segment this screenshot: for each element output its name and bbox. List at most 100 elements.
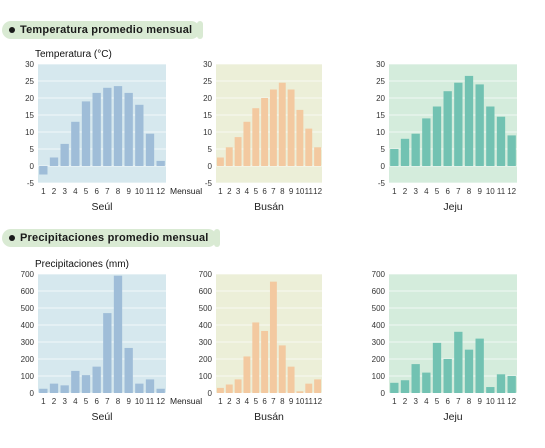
busan-precipitation-ytick-label: 600 xyxy=(199,287,213,296)
seoul-temperature-bar xyxy=(49,157,59,166)
jeju-temperature-bar xyxy=(507,135,516,166)
jeju-precipitation-ytick-label: 100 xyxy=(372,372,386,381)
jeju-temperature-bar xyxy=(475,84,484,166)
busan-precipitation-xtick-label: 4 xyxy=(245,397,250,406)
busan-temperature-bar xyxy=(314,147,322,166)
jeju-precipitation-bar xyxy=(432,342,442,393)
busan-temperature-bar xyxy=(296,109,304,166)
seoul-precipitation-xtick-label: 12 xyxy=(156,397,165,406)
busan-temperature-xtick-label: 3 xyxy=(236,187,241,196)
busan-precipitation-ytick-label: 700 xyxy=(199,270,213,279)
busan-precipitation-bar xyxy=(278,345,286,393)
seoul-precipitation-xtick-label: 4 xyxy=(73,397,78,406)
jeju-precipitation-xtick-label: 11 xyxy=(497,397,506,406)
busan-temperature-plot-area xyxy=(216,64,322,183)
jeju-precipitation-city-label: Jeju xyxy=(443,411,462,423)
seoul-precipitation-bar xyxy=(113,275,123,393)
seoul-temperature-bar xyxy=(156,160,165,166)
temperature-section-label: Temperatura promedio mensual xyxy=(20,24,193,36)
temperature-axis-title: Temperatura (°C) xyxy=(35,49,112,60)
jeju-precipitation-bar xyxy=(443,359,452,393)
jeju-temperature-bar xyxy=(486,106,495,166)
busan-temperature-ytick-label: -5 xyxy=(205,179,213,188)
seoul-temperature-xtick-label: 9 xyxy=(126,187,131,196)
jeju-precipitation-bar xyxy=(464,349,474,393)
busan-precipitation-xtick-label: 2 xyxy=(227,397,232,406)
busan-precipitation-xtick-label: 12 xyxy=(313,397,322,406)
busan-precipitation-plot-area xyxy=(216,274,322,393)
busan-temperature-bar xyxy=(287,89,295,166)
jeju-precipitation-bar xyxy=(507,376,516,393)
seoul-precipitation-ytick-label: 0 xyxy=(30,389,35,398)
jeju-precipitation-xtick-label: 12 xyxy=(507,397,516,406)
seoul-temperature-xtick-label: 2 xyxy=(52,187,57,196)
temperature-section-title: Temperatura promedio mensual xyxy=(2,21,204,39)
seoul-precipitation-ytick-label: 700 xyxy=(21,270,35,279)
jeju-precipitation-bar xyxy=(411,364,420,393)
busan-temperature-ytick-label: 5 xyxy=(208,145,213,154)
seoul-precipitation-xtick-label: 8 xyxy=(116,397,121,406)
seoul-precipitation-xtick-label: 10 xyxy=(135,397,144,406)
jeju-temperature-city-label: Jeju xyxy=(443,201,462,213)
seoul-precipitation-bar xyxy=(124,347,133,393)
busan-precipitation-bar xyxy=(225,384,233,393)
seoul-temperature-bar xyxy=(92,92,101,166)
jeju-temperature-ytick-label: -5 xyxy=(378,179,386,188)
busan-precipitation-xtick-label: 3 xyxy=(236,397,241,406)
busan-precipitation-ytick-label: 200 xyxy=(199,355,213,364)
busan-precipitation-xtick-label: 9 xyxy=(289,397,294,406)
seoul-temperature-xtick-label: 1 xyxy=(41,187,46,196)
bullet-icon xyxy=(9,235,15,241)
bullet-icon xyxy=(9,27,15,33)
seoul-precipitation-xtick-label: 5 xyxy=(84,397,89,406)
busan-temperature-bar xyxy=(243,121,251,166)
seoul-precipitation-plot-area xyxy=(38,274,166,393)
seoul-temperature-ytick-label: 15 xyxy=(25,111,34,120)
jeju-temperature-bar xyxy=(496,116,506,166)
seoul-temperature-ytick-label: 20 xyxy=(25,94,34,103)
jeju-precipitation-bar xyxy=(422,372,431,393)
seoul-temperature-bar xyxy=(39,166,48,175)
busan-precipitation-xtick-label: 8 xyxy=(280,397,285,406)
seoul-temperature-xtick-label: 8 xyxy=(116,187,121,196)
seoul-precipitation-bar xyxy=(135,383,144,393)
seoul-temperature-bar xyxy=(135,104,144,166)
busan-temperature-xtick-label: 9 xyxy=(289,187,294,196)
jeju-temperature-xtick-label: 4 xyxy=(424,187,429,196)
busan-temperature-bar xyxy=(252,108,260,166)
busan-precipitation-ytick-label: 100 xyxy=(199,372,213,381)
busan-temperature-xtick-label: 12 xyxy=(313,187,322,196)
busan-precipitation-bar xyxy=(216,387,224,393)
jeju-temperature-bar xyxy=(443,91,452,166)
busan-temperature-xtick-label: 7 xyxy=(271,187,276,196)
busan-temperature-xtick-label: 6 xyxy=(262,187,267,196)
busan-temperature-bar xyxy=(269,89,277,166)
seoul-temperature-xtick-label: 10 xyxy=(135,187,144,196)
jeju-precipitation-xtick-label: 10 xyxy=(486,397,495,406)
busan-precipitation-bar xyxy=(287,366,295,393)
jeju-temperature-xtick-label: 5 xyxy=(435,187,440,196)
precipitation-axis-title: Precipitaciones (mm) xyxy=(35,259,129,270)
jeju-temperature-xtick-label: 1 xyxy=(392,187,397,196)
seoul-temperature-ytick-label: 0 xyxy=(30,162,35,171)
busan-precipitation-ytick-label: 400 xyxy=(199,321,213,330)
jeju-temperature-plot-area xyxy=(389,64,517,183)
busan-precipitation-xtick-label: 7 xyxy=(271,397,276,406)
busan-precipitation-xtick-label: 1 xyxy=(218,397,223,406)
seoul-temperature-bar xyxy=(124,92,133,166)
busan-precipitation-bar xyxy=(234,379,242,393)
seoul-temperature-city-label: Seúl xyxy=(91,201,112,213)
busan-precipitation-ytick-label: 300 xyxy=(199,338,213,347)
jeju-precipitation-bar xyxy=(390,382,399,393)
jeju-temperature-ytick-label: 30 xyxy=(376,60,385,69)
seoul-temperature-ytick-label: 25 xyxy=(25,77,34,86)
busan-temperature-xtick-label: 5 xyxy=(254,187,259,196)
seoul-precipitation-xtick-label: 3 xyxy=(62,397,67,406)
jeju-temperature-bar xyxy=(454,82,463,166)
seoul-temperature-xtick-label: 7 xyxy=(105,187,110,196)
seoul-precipitation-xtick-label: 1 xyxy=(41,397,46,406)
jeju-precipitation-xtick-label: 9 xyxy=(477,397,482,406)
seoul-precipitation-city-label: Seúl xyxy=(91,411,112,423)
seoul-precipitation-bar xyxy=(92,366,101,393)
jeju-precipitation-xtick-label: 6 xyxy=(445,397,450,406)
